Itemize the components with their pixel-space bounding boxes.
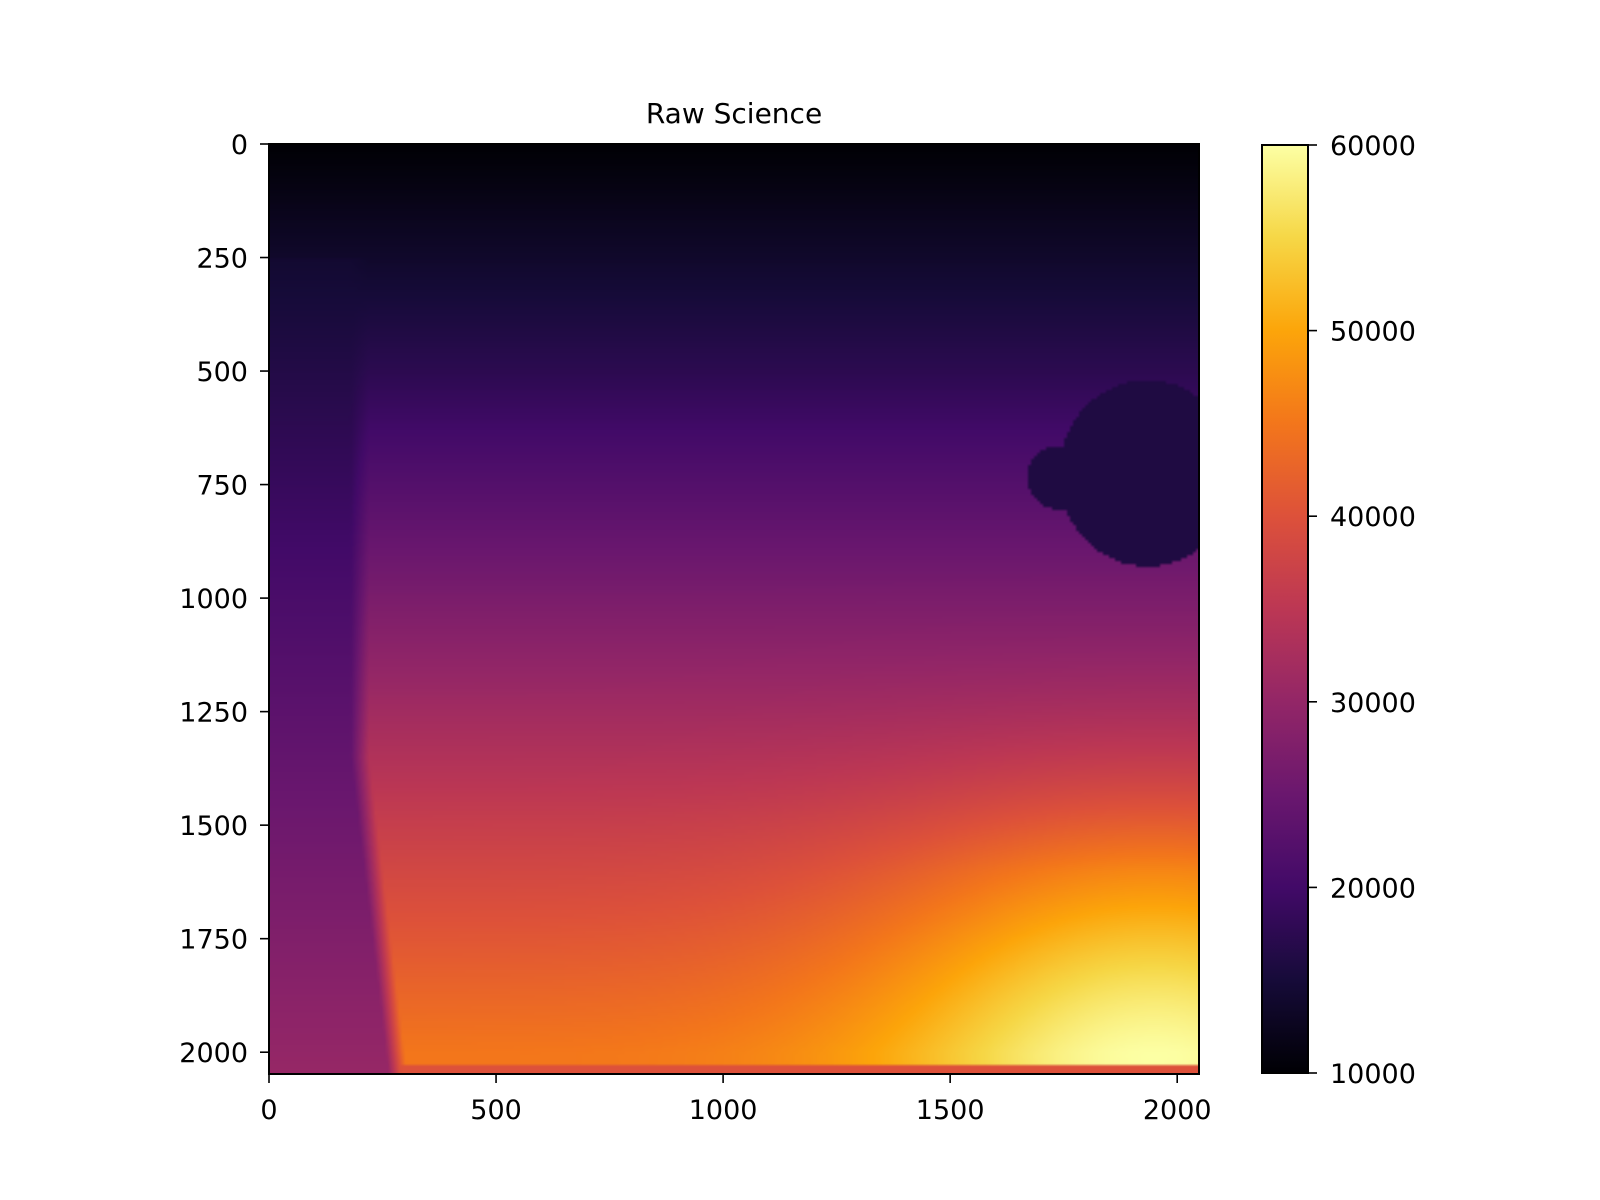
heatmap-image bbox=[269, 144, 1199, 1074]
x-axis: 0 500 1000 1500 2000 bbox=[260, 1074, 1212, 1126]
y-tick-label: 1250 bbox=[179, 698, 248, 729]
colorbar-tick-label: 10000 bbox=[1330, 1059, 1416, 1090]
colorbar-tick-label: 60000 bbox=[1330, 131, 1416, 162]
plot-frame bbox=[268, 143, 1200, 1075]
y-tick-label: 1500 bbox=[179, 811, 248, 842]
colorbar-tick-label: 20000 bbox=[1330, 873, 1416, 904]
colorbar-axis: 10000 20000 30000 40000 50000 60000 bbox=[1308, 131, 1416, 1090]
y-tick-label: 1750 bbox=[179, 925, 248, 956]
y-tick-label: 750 bbox=[196, 471, 248, 502]
colorbar-tick-label: 40000 bbox=[1330, 502, 1416, 533]
colorbar bbox=[1261, 144, 1309, 1074]
colorbar-tick-label: 50000 bbox=[1330, 317, 1416, 348]
x-tick-label: 2000 bbox=[1143, 1095, 1212, 1126]
colorbar-tick-label: 30000 bbox=[1330, 688, 1416, 719]
x-tick-label: 1000 bbox=[689, 1095, 758, 1126]
y-tick-label: 2000 bbox=[179, 1038, 248, 1069]
chart-title: Raw Science bbox=[646, 97, 822, 130]
x-tick-label: 0 bbox=[260, 1095, 277, 1126]
y-tick-label: 500 bbox=[196, 357, 248, 388]
x-tick-label: 500 bbox=[470, 1095, 522, 1126]
y-axis: 0 250 500 750 1000 1250 1500 1750 2000 bbox=[179, 130, 269, 1069]
y-tick-label: 250 bbox=[196, 244, 248, 275]
y-tick-label: 0 bbox=[231, 130, 248, 161]
y-tick-label: 1000 bbox=[179, 584, 248, 615]
x-tick-label: 1500 bbox=[916, 1095, 985, 1126]
